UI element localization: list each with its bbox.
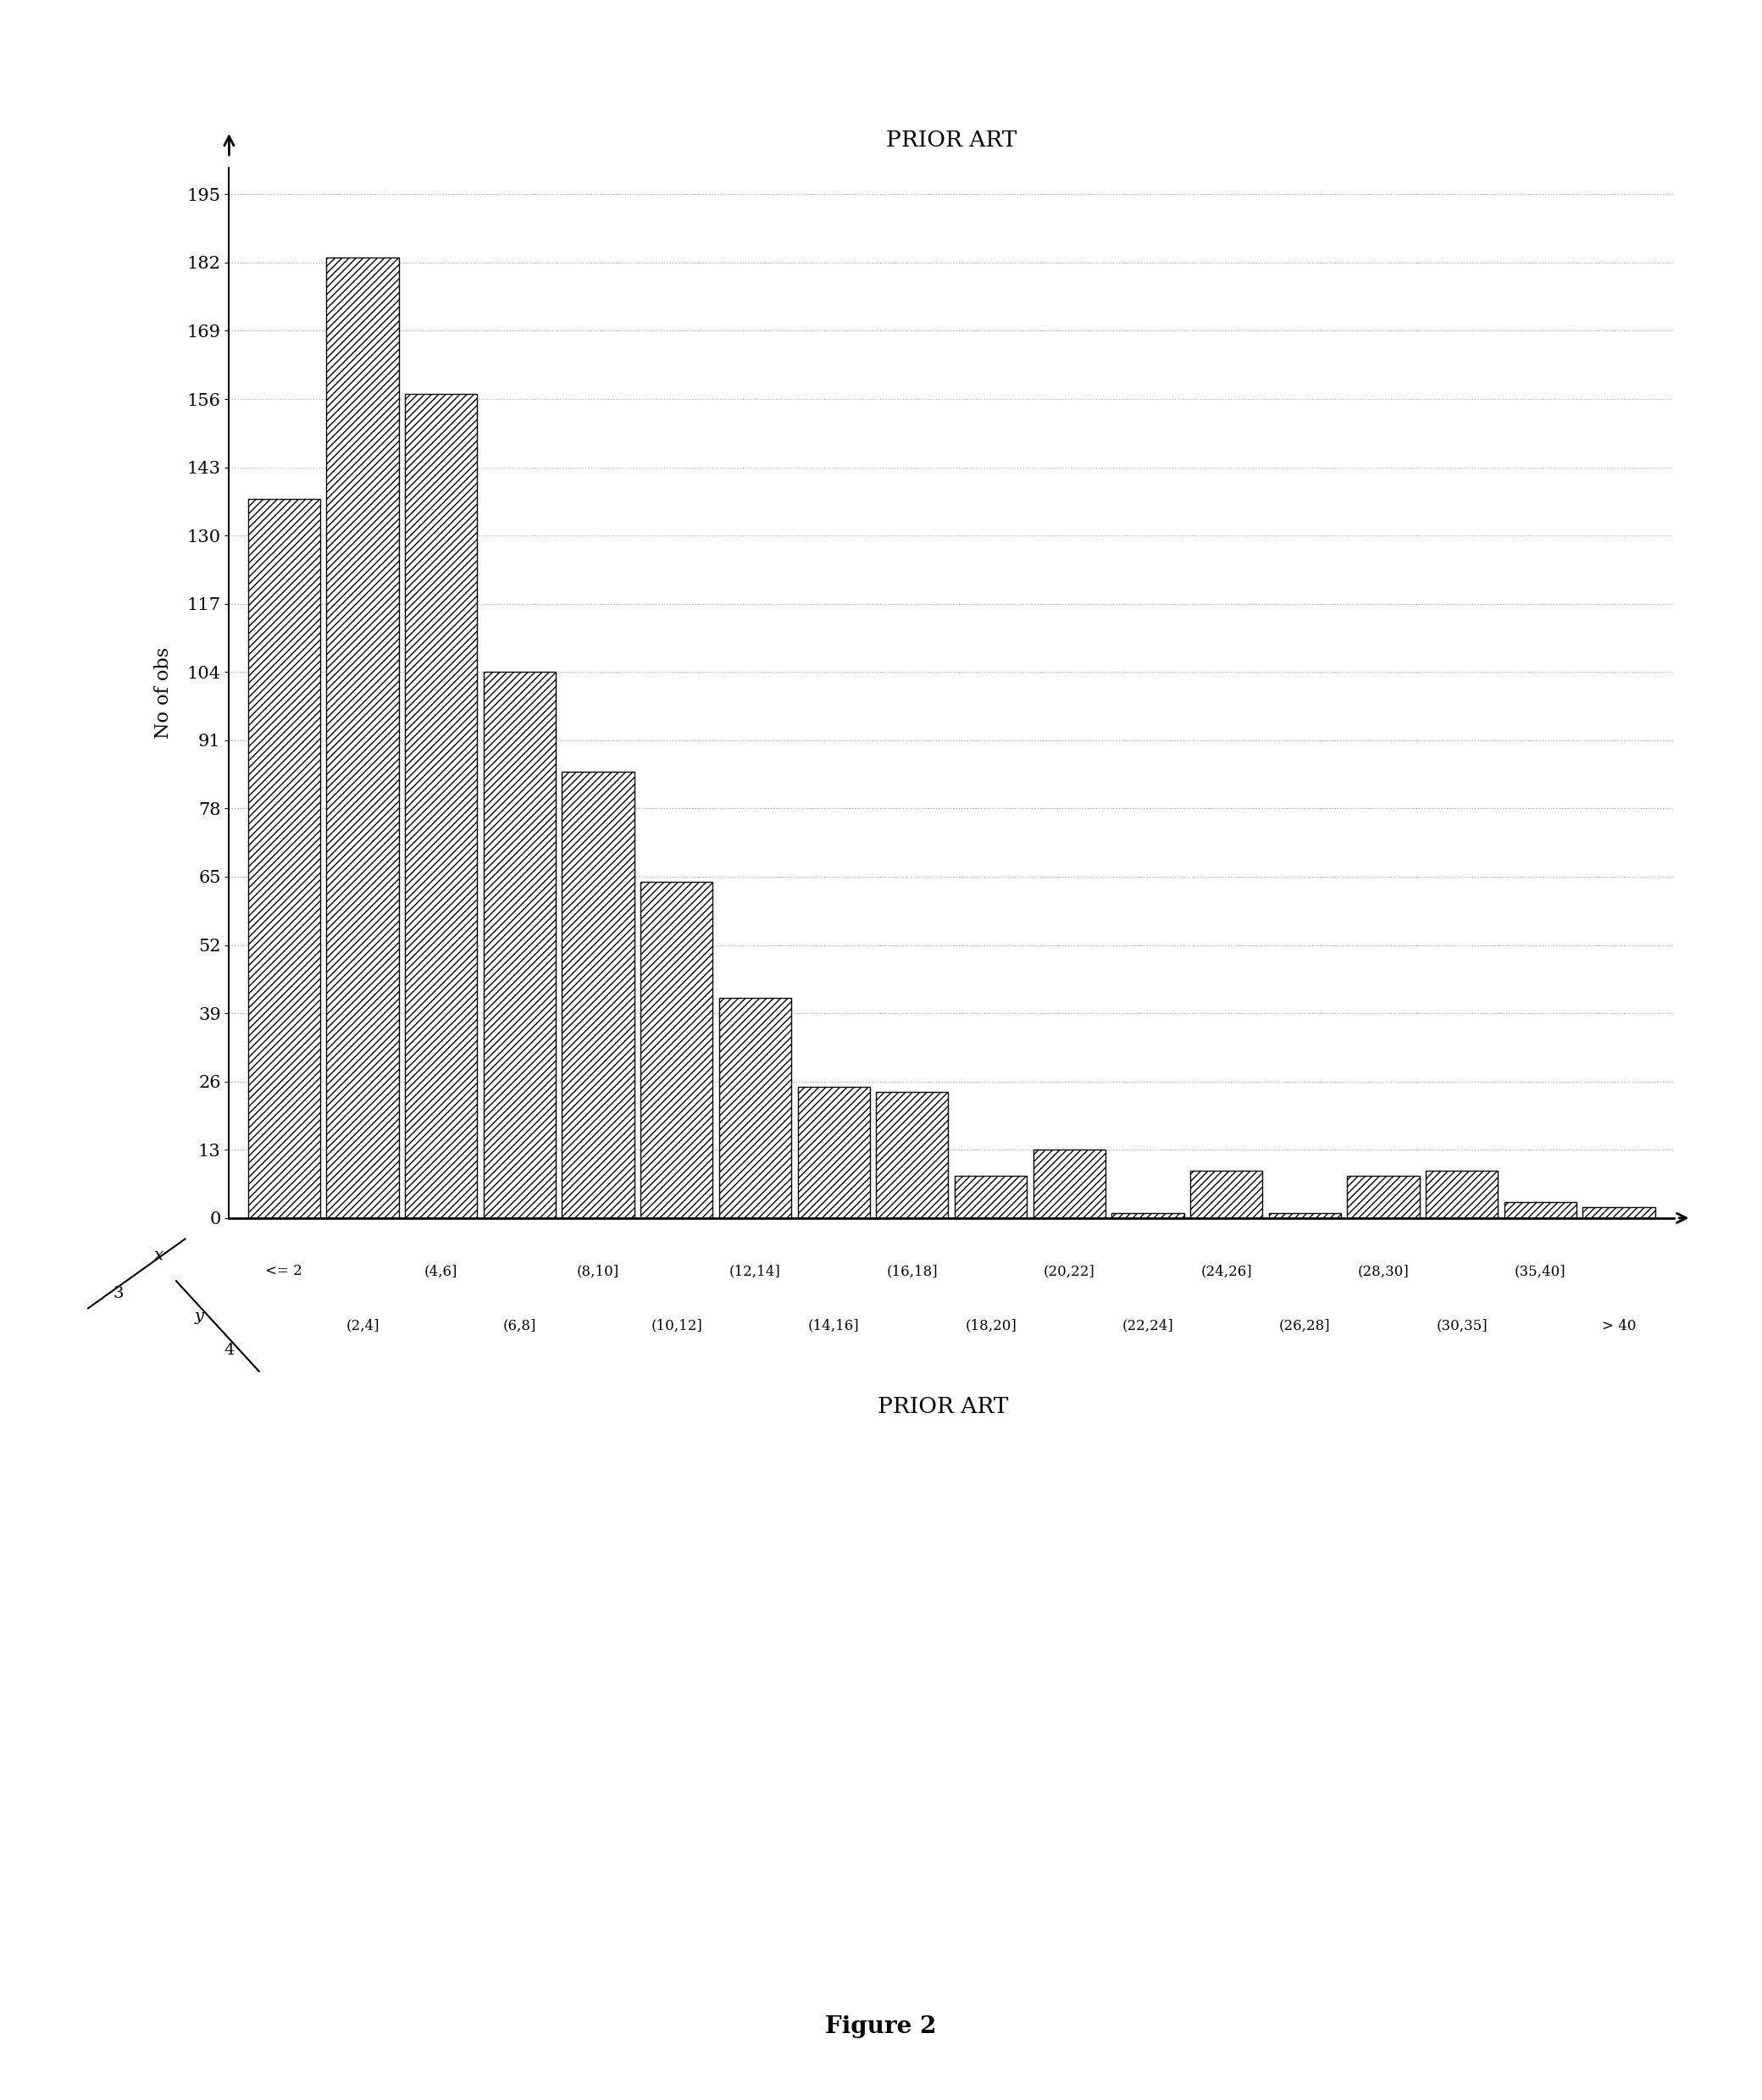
Text: > 40: > 40: [1602, 1319, 1637, 1334]
Bar: [719, 997, 791, 1218]
Bar: [1033, 1151, 1105, 1218]
Text: (14,16]: (14,16]: [809, 1319, 860, 1334]
Bar: [1269, 1214, 1341, 1218]
Text: (10,12]: (10,12]: [650, 1319, 703, 1334]
Bar: [1348, 1176, 1420, 1218]
Text: (2,4]: (2,4]: [345, 1319, 379, 1334]
Text: (30,35]: (30,35]: [1436, 1319, 1487, 1334]
Text: (18,20]: (18,20]: [966, 1319, 1017, 1334]
Text: (26,28]: (26,28]: [1279, 1319, 1330, 1334]
Bar: [1425, 1172, 1498, 1218]
Text: Figure 2: Figure 2: [825, 2016, 937, 2037]
Bar: [1505, 1201, 1577, 1218]
Text: (4,6]: (4,6]: [425, 1264, 458, 1279]
Y-axis label: No of obs: No of obs: [153, 647, 173, 739]
Bar: [798, 1088, 870, 1218]
Bar: [1112, 1214, 1184, 1218]
Text: x: x: [153, 1247, 164, 1264]
Title: PRIOR ART: PRIOR ART: [886, 130, 1017, 151]
Bar: [641, 882, 714, 1218]
Text: (16,18]: (16,18]: [886, 1264, 937, 1279]
Text: (35,40]: (35,40]: [1515, 1264, 1566, 1279]
Text: 4: 4: [224, 1342, 234, 1359]
Bar: [876, 1092, 948, 1218]
Text: <= 2: <= 2: [266, 1264, 303, 1279]
Bar: [248, 500, 321, 1218]
Bar: [483, 672, 555, 1218]
Bar: [326, 258, 398, 1218]
Text: (8,10]: (8,10]: [576, 1264, 620, 1279]
Bar: [405, 395, 478, 1218]
Text: (28,30]: (28,30]: [1359, 1264, 1410, 1279]
Bar: [1189, 1172, 1262, 1218]
Text: (24,26]: (24,26]: [1200, 1264, 1253, 1279]
Bar: [1582, 1208, 1655, 1218]
Text: (22,24]: (22,24]: [1122, 1319, 1173, 1334]
Bar: [955, 1176, 1027, 1218]
Text: (6,8]: (6,8]: [502, 1319, 536, 1334]
Text: y: y: [194, 1308, 204, 1325]
Text: 3: 3: [113, 1285, 123, 1302]
Text: (12,14]: (12,14]: [729, 1264, 781, 1279]
Bar: [562, 773, 634, 1218]
Text: PRIOR ART: PRIOR ART: [877, 1396, 1008, 1418]
Text: (20,22]: (20,22]: [1043, 1264, 1094, 1279]
